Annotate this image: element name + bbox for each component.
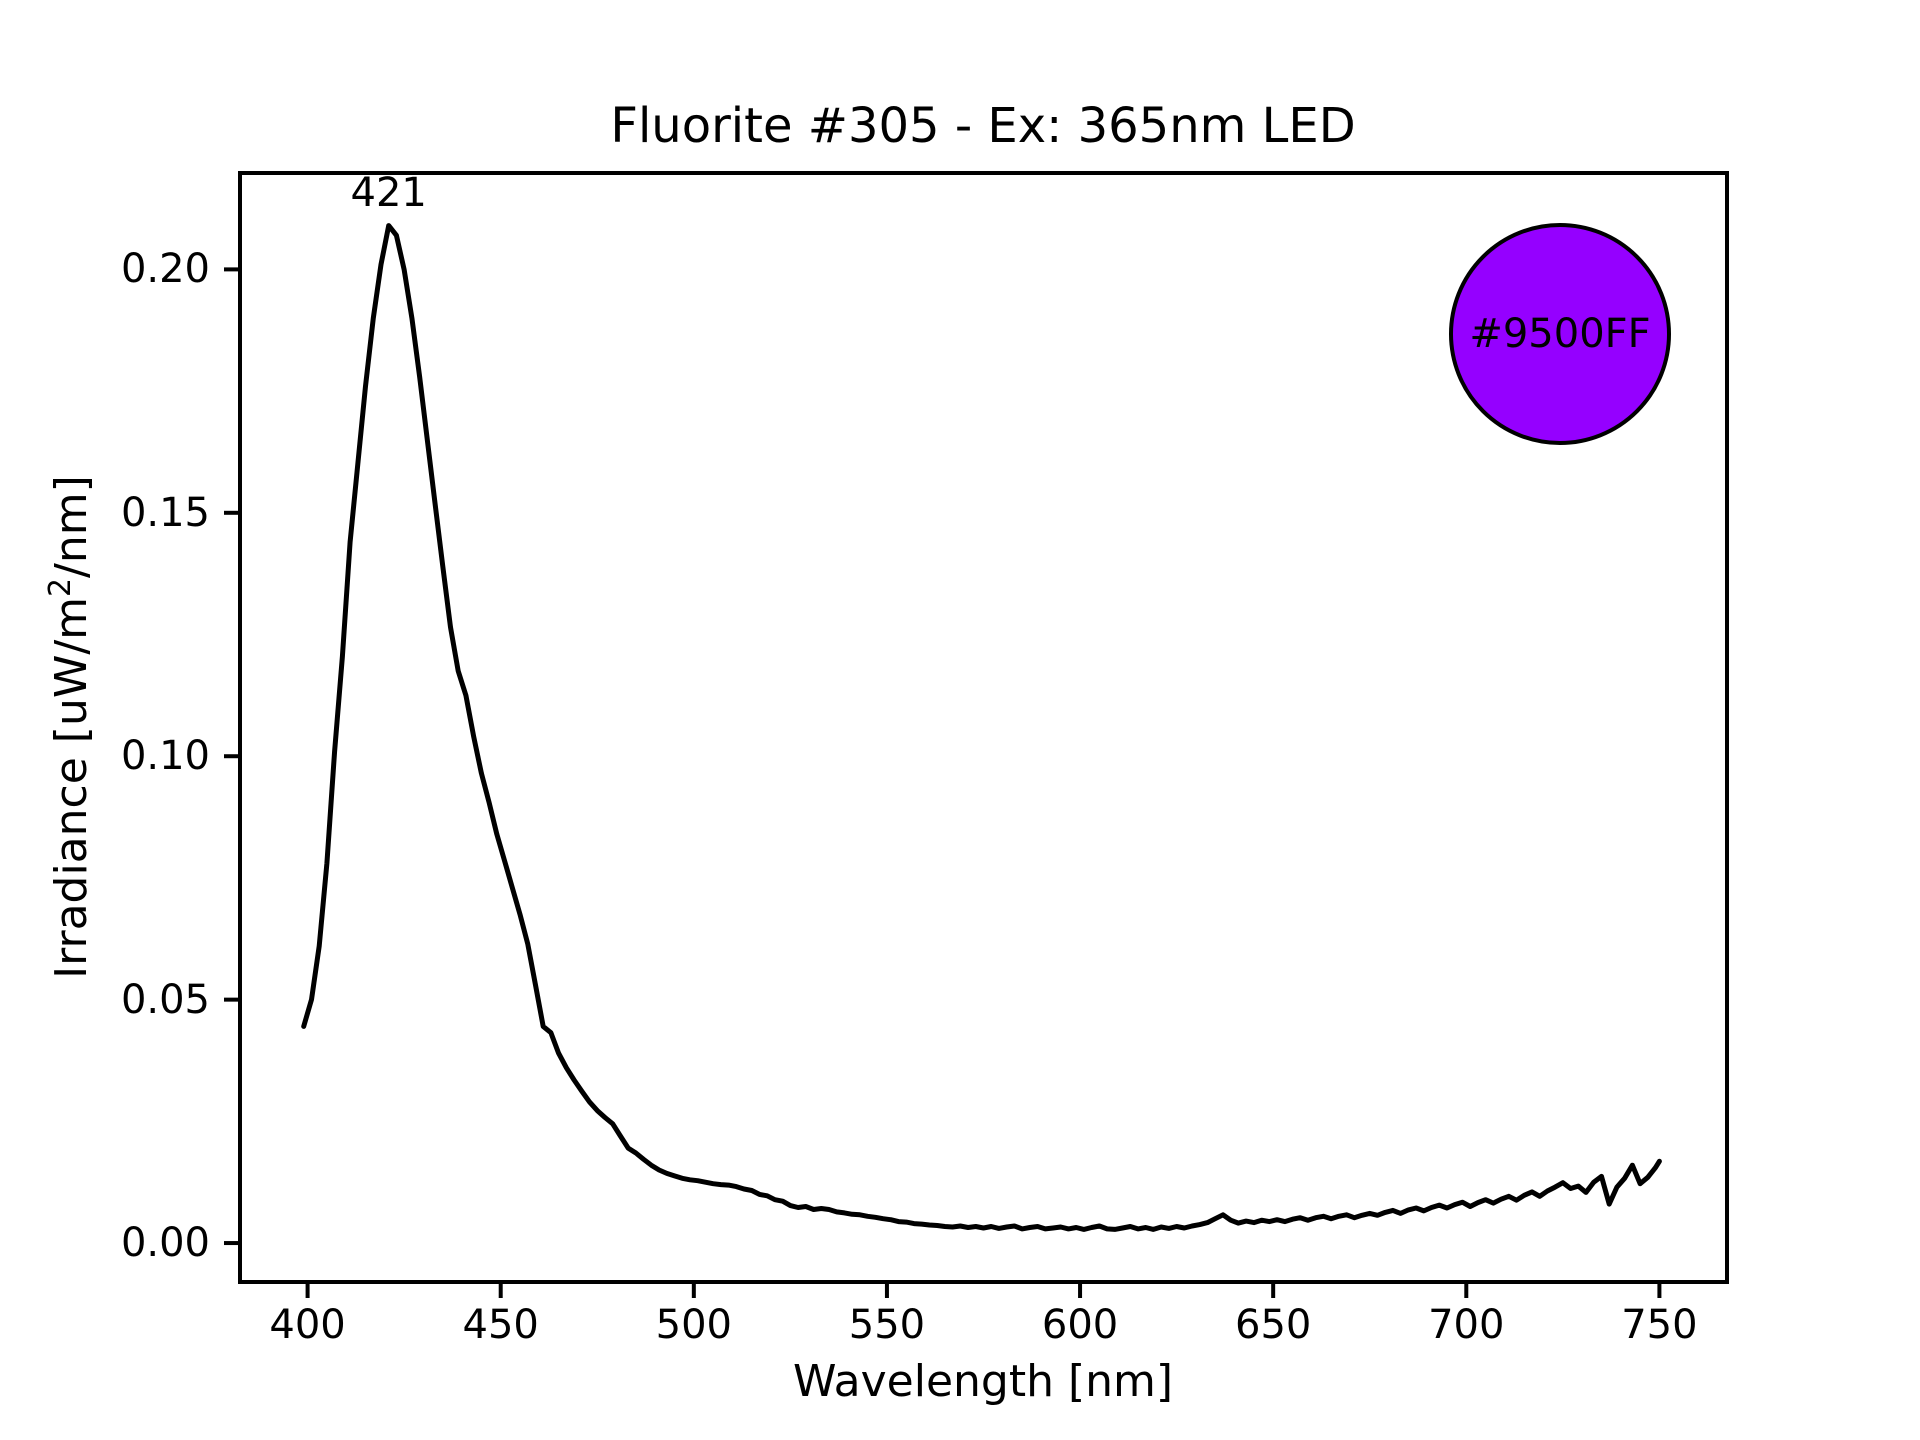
y-tick-label: 0.00 <box>120 1220 210 1267</box>
x-axis-label: Wavelength [nm] <box>792 1356 1174 1407</box>
y-tick-label: 0.10 <box>120 733 210 780</box>
axes-spines <box>238 171 1729 1284</box>
y-axis-label: Irradiance [uW/m2/nm] <box>43 475 97 979</box>
chart-title: Fluorite #305 - Ex: 365nm LED <box>610 98 1356 154</box>
x-tick-label: 750 <box>1621 1302 1698 1348</box>
color-swatch-label: #9500FF <box>1469 311 1651 357</box>
x-tick-label: 550 <box>848 1302 926 1348</box>
x-tick-label: 600 <box>1041 1302 1119 1348</box>
x-tick-label: 450 <box>462 1302 539 1348</box>
spectrum-curve <box>301 223 1662 1232</box>
peak-annotation: 421 <box>350 169 427 216</box>
y-tick-label: 0.05 <box>120 976 210 1023</box>
x-tick-label: 650 <box>1234 1302 1312 1348</box>
x-tick-label: 400 <box>269 1302 346 1348</box>
y-tick-label: 0.20 <box>120 246 210 293</box>
x-tick-label: 500 <box>655 1302 732 1348</box>
x-tick-label: 700 <box>1428 1302 1505 1348</box>
y-axis-label-superscript: 2 <box>43 577 79 597</box>
y-axis-label-prefix: Irradiance [uW/m <box>45 596 97 979</box>
y-tick-label: 0.15 <box>120 489 210 536</box>
fluorescence-color-swatch-circle: #9500FF <box>1449 223 1671 445</box>
